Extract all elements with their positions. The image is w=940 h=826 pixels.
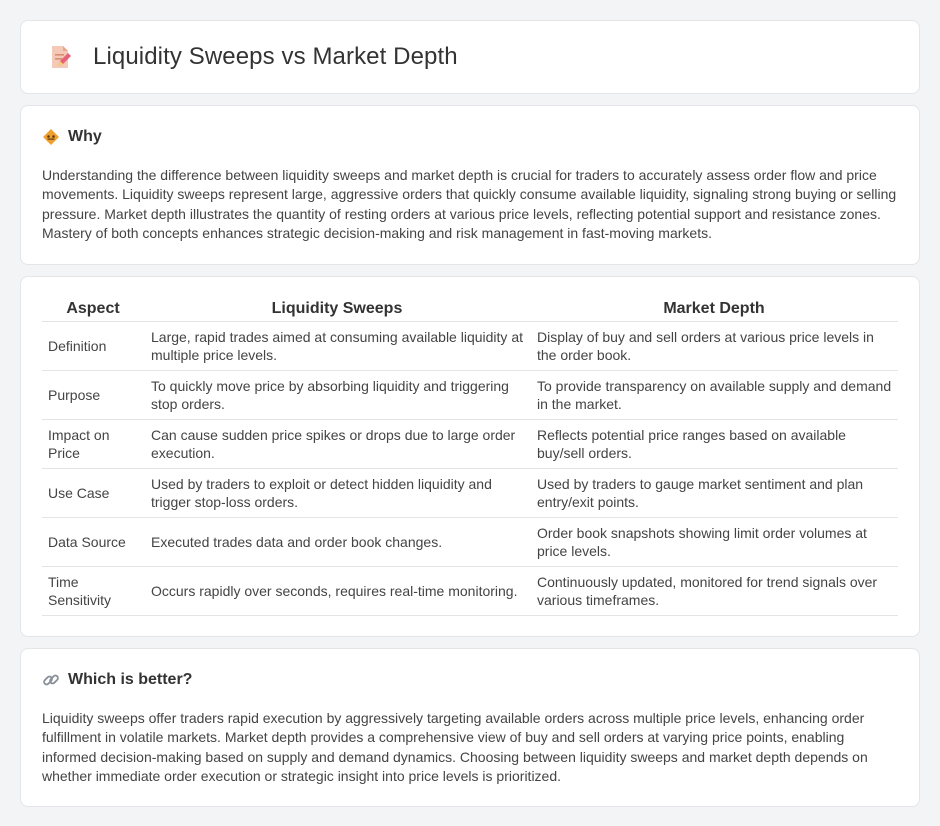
better-title: Which is better?	[68, 671, 193, 688]
row-sweep: Used by traders to exploit or detect hid…	[144, 468, 530, 518]
comparison-table: Aspect Liquidity Sweeps Market Depth Def…	[42, 299, 898, 616]
table-row: Use Case Used by traders to exploit or d…	[42, 468, 898, 518]
better-text: Liquidity sweeps offer traders rapid exe…	[42, 710, 868, 784]
better-heading: Which is better?	[42, 671, 899, 689]
row-depth: Display of buy and sell orders at variou…	[530, 321, 898, 371]
header-market-depth: Market Depth	[530, 299, 898, 322]
row-sweep: Occurs rapidly over seconds, requires re…	[144, 566, 530, 616]
page-title: Liquidity Sweeps vs Market Depth	[93, 43, 458, 70]
why-card: Why Understanding the difference between…	[20, 105, 920, 265]
why-text: Understanding the difference between liq…	[42, 167, 897, 241]
row-sweep: Large, rapid trades aimed at consuming a…	[144, 321, 530, 371]
row-aspect: Impact on Price	[42, 419, 144, 469]
row-sweep: Executed trades data and order book chan…	[144, 517, 530, 567]
why-heading: Why	[42, 128, 899, 146]
header-aspect: Aspect	[42, 299, 144, 322]
row-depth: To provide transparency on available sup…	[530, 370, 898, 420]
table-header-row: Aspect Liquidity Sweeps Market Depth	[42, 299, 898, 322]
row-sweep: To quickly move price by absorbing liqui…	[144, 370, 530, 420]
row-depth: Used by traders to gauge market sentimen…	[530, 468, 898, 518]
link-icon	[42, 671, 60, 689]
header-liquidity-sweeps: Liquidity Sweeps	[144, 299, 530, 322]
table-row: Data Source Executed trades data and ord…	[42, 517, 898, 567]
row-depth: Order book snapshots showing limit order…	[530, 517, 898, 567]
row-sweep: Can cause sudden price spikes or drops d…	[144, 419, 530, 469]
table-row: Definition Large, rapid trades aimed at …	[42, 321, 898, 371]
row-depth: Continuously updated, monitored for tren…	[530, 566, 898, 616]
row-aspect: Definition	[42, 321, 144, 371]
document-edit-icon	[47, 44, 73, 70]
which-is-better-card: Which is better? Liquidity sweeps offer …	[20, 648, 920, 807]
row-aspect: Purpose	[42, 370, 144, 420]
row-aspect: Data Source	[42, 517, 144, 567]
table-row: Time Sensitivity Occurs rapidly over sec…	[42, 566, 898, 616]
header-card: Liquidity Sweeps vs Market Depth	[20, 20, 920, 94]
comparison-card: Aspect Liquidity Sweeps Market Depth Def…	[20, 276, 920, 637]
table-row: Impact on Price Can cause sudden price s…	[42, 419, 898, 469]
row-depth: Reflects potential price ranges based on…	[530, 419, 898, 469]
row-aspect: Use Case	[42, 468, 144, 518]
table-row: Purpose To quickly move price by absorbi…	[42, 370, 898, 420]
why-title: Why	[68, 128, 102, 145]
diamond-sign-icon	[42, 128, 60, 146]
row-aspect: Time Sensitivity	[42, 566, 144, 616]
